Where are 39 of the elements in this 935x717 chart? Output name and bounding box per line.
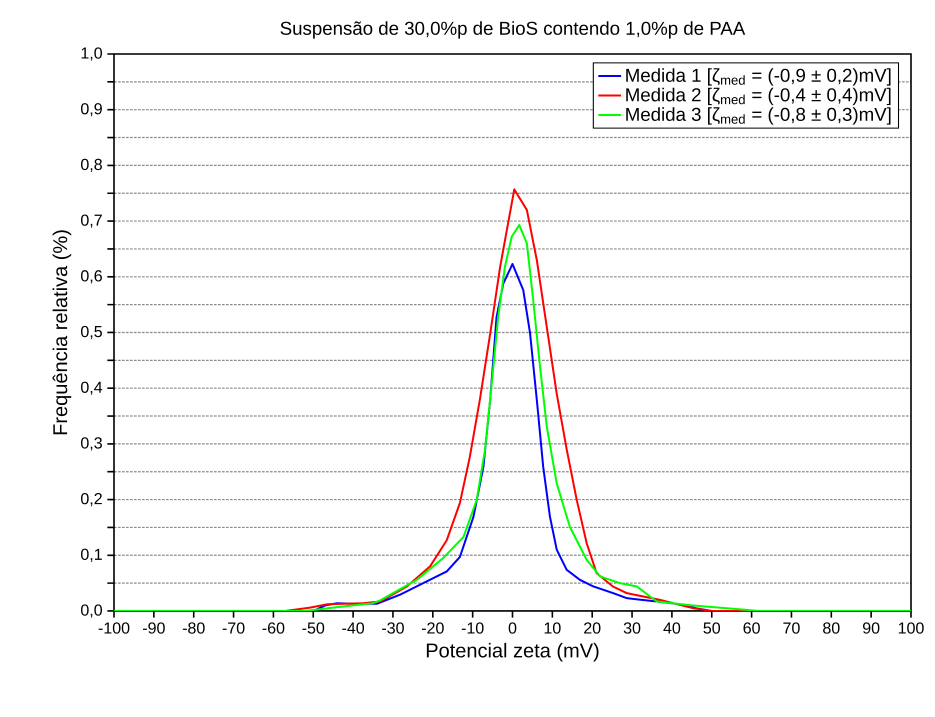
legend-label: Medida 3 [ζ$_{med}$ = (-0,8 ± 0,3)mV] bbox=[626, 107, 890, 125]
x-tick-label: -20 bbox=[422, 622, 444, 634]
y-tick-label: 0,8 bbox=[81, 158, 102, 172]
x-tick-label: -10 bbox=[462, 622, 484, 634]
y-tick-label: 0,5 bbox=[81, 326, 102, 340]
x-tick-label: 10 bbox=[544, 622, 561, 634]
x-tick-label: 0 bbox=[508, 622, 516, 634]
y-tick-label: 0,3 bbox=[81, 437, 102, 450]
y-tick-label: 0,0 bbox=[81, 604, 102, 618]
x-tick-label: 30 bbox=[624, 622, 640, 634]
y-axis-title: Frequência relativa (%) bbox=[52, 230, 72, 434]
legend-label: Medida 2 [ζ$_{med}$ = (-0,4 ± 0,4)mV] bbox=[626, 88, 890, 106]
y-tick-label: 0,6 bbox=[81, 270, 102, 284]
line-series bbox=[114, 224, 911, 611]
y-tick-label: 0,7 bbox=[81, 214, 102, 228]
x-tick-label: -50 bbox=[302, 622, 324, 634]
x-tick-label: 40 bbox=[663, 622, 680, 634]
y-tick-label: 0,2 bbox=[81, 492, 102, 506]
x-tick-label: 50 bbox=[704, 622, 720, 634]
x-tick-label: 90 bbox=[863, 622, 880, 634]
x-tick-label: -80 bbox=[182, 622, 205, 634]
chart-title: Suspensão de 30,0%p de BioS contendo 1,0%p de PAA bbox=[280, 21, 746, 39]
x-tick-label: -40 bbox=[342, 622, 364, 634]
legend-label: Medida 1 [ζ$_{med}$ = (-0,9 ± 0,2)mV] bbox=[626, 68, 890, 86]
x-tick-label: -30 bbox=[382, 622, 404, 634]
x-tick-label: 100 bbox=[898, 622, 924, 634]
x-tick-label: -60 bbox=[262, 622, 284, 634]
y-tick-label: 1,0 bbox=[82, 47, 102, 61]
x-tick-label: 80 bbox=[823, 622, 840, 634]
x-tick-label: -70 bbox=[222, 622, 244, 634]
y-tick-label: 0,9 bbox=[81, 103, 102, 116]
x-tick-label: 20 bbox=[584, 622, 600, 634]
y-tick-label: 0,4 bbox=[81, 382, 102, 395]
y-tick-label: 0,1 bbox=[81, 548, 102, 562]
x-tick-label: 70 bbox=[783, 622, 800, 634]
x-tick-label: -90 bbox=[143, 622, 165, 634]
x-tick-label: -100 bbox=[98, 622, 130, 634]
x-axis-title: Potencial zeta (mV) bbox=[426, 642, 598, 662]
x-tick-label: 60 bbox=[744, 622, 760, 634]
